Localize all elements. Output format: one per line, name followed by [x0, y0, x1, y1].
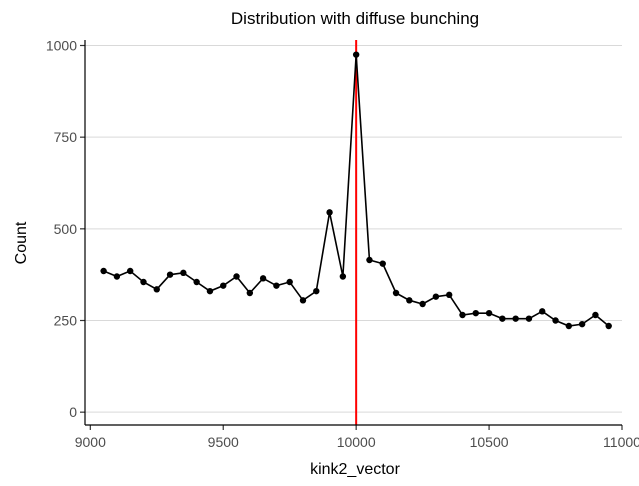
data-point — [233, 273, 240, 280]
data-point — [419, 300, 426, 308]
data-point — [100, 267, 107, 275]
data-point — [113, 273, 121, 280]
data-point — [313, 287, 320, 295]
data-point — [220, 282, 227, 289]
data-point — [366, 256, 373, 264]
x-tick-label: 9500 — [208, 434, 239, 450]
data-point — [180, 269, 187, 277]
x-tick-label: 9000 — [75, 434, 106, 450]
x-tick-label: 10500 — [470, 434, 509, 450]
y-axis-label: Count — [13, 221, 30, 264]
data-point — [126, 267, 134, 275]
tick-labels: 0 250 500 750 1000 9000 9500 10000 10500 11000 — [46, 38, 639, 451]
data-point — [206, 287, 214, 295]
data-point — [605, 322, 612, 330]
data-point — [459, 311, 466, 319]
y-tick-label: 0 — [69, 404, 77, 420]
x-tick-label: 10000 — [337, 434, 376, 450]
data-point — [259, 275, 267, 282]
data-point — [565, 322, 573, 330]
x-axis-label: kink2_vector — [310, 461, 400, 478]
data-point — [339, 273, 347, 280]
data-point — [446, 291, 453, 299]
grid-lines — [85, 45, 622, 413]
chart-title: Distribution with diffuse bunching — [231, 9, 479, 28]
data-point — [406, 297, 413, 304]
y-tick-label: 250 — [54, 313, 78, 329]
data-point — [432, 293, 440, 300]
x-tick-label: 11000 — [603, 434, 639, 450]
data-point — [392, 289, 400, 297]
data-point — [153, 286, 160, 293]
data-point — [552, 317, 559, 324]
axes — [80, 40, 623, 430]
data-point — [193, 278, 200, 286]
data-point — [326, 209, 333, 216]
data-point — [485, 309, 493, 317]
data-point — [539, 308, 546, 315]
data-point — [578, 320, 586, 328]
data-point — [140, 278, 147, 286]
y-tick-label: 1000 — [46, 38, 77, 54]
data-point — [499, 315, 506, 322]
data-point — [525, 315, 533, 322]
data-point — [512, 315, 519, 322]
data-point — [592, 311, 599, 319]
data-series — [100, 51, 612, 330]
data-point — [166, 271, 174, 278]
data-point — [379, 260, 386, 267]
data-point — [352, 51, 360, 58]
data-point — [299, 297, 307, 304]
data-point — [472, 309, 479, 317]
data-point — [246, 289, 254, 297]
y-tick-label: 750 — [54, 129, 78, 145]
y-tick-label: 500 — [54, 221, 78, 237]
data-point — [286, 278, 293, 286]
data-point — [273, 282, 280, 289]
